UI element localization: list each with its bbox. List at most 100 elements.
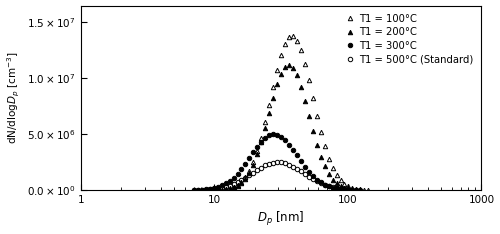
T1 = 100°C (254, 150, 260, 153)
T1 = 300°C (230, 176, 236, 179)
T1 = 200°C (274, 83, 280, 86)
T1 = 300°C (322, 183, 328, 186)
T1 = 100°C (342, 183, 347, 185)
T1 = 300°C (262, 137, 268, 139)
T1 = 100°C (242, 176, 248, 179)
T1 = 300°C (302, 165, 308, 168)
T1 = 100°C (234, 184, 240, 186)
T1 = 300°C (214, 186, 220, 188)
T1 = 100°C (306, 79, 312, 82)
T1 = 500°C (Standard) (262, 164, 268, 167)
T1 = 100°C (258, 136, 264, 139)
T1 = 500°C (Standard) (290, 165, 296, 168)
T1 = 100°C (318, 131, 324, 133)
T1 = 300°C (350, 188, 356, 191)
T1 = 500°C (Standard) (254, 168, 260, 171)
T1 = 500°C (Standard) (274, 161, 280, 164)
X-axis label: $D_p$ [nm]: $D_p$ [nm] (258, 210, 305, 228)
T1 = 100°C (294, 39, 300, 42)
T1 = 200°C (342, 186, 347, 189)
Line: T1 = 100°C: T1 = 100°C (212, 34, 370, 192)
T1 = 200°C (250, 163, 256, 166)
T1 = 200°C (338, 185, 344, 187)
T1 = 100°C (286, 36, 292, 38)
T1 = 500°C (Standard) (342, 188, 347, 190)
T1 = 100°C (314, 114, 320, 117)
T1 = 300°C (195, 188, 201, 191)
T1 = 300°C (338, 188, 344, 190)
T1 = 300°C (203, 188, 209, 191)
T1 = 500°C (Standard) (318, 182, 324, 185)
T1 = 500°C (Standard) (191, 189, 197, 191)
T1 = 200°C (262, 126, 268, 129)
T1 = 500°C (Standard) (242, 176, 248, 179)
T1 = 500°C (Standard) (246, 174, 252, 177)
T1 = 300°C (290, 148, 296, 151)
T1 = 500°C (Standard) (358, 188, 364, 191)
T1 = 500°C (Standard) (218, 186, 224, 189)
T1 = 500°C (Standard) (302, 173, 308, 176)
T1 = 300°C (270, 133, 276, 135)
T1 = 500°C (Standard) (226, 184, 232, 187)
T1 = 300°C (282, 139, 288, 141)
T1 = 500°C (Standard) (266, 162, 272, 165)
T1 = 100°C (218, 188, 224, 191)
T1 = 100°C (214, 188, 220, 191)
T1 = 300°C (342, 188, 347, 191)
T1 = 200°C (238, 181, 244, 184)
T1 = 100°C (362, 188, 368, 191)
T1 = 300°C (222, 182, 228, 185)
T1 = 500°C (Standard) (203, 188, 209, 191)
T1 = 200°C (282, 66, 288, 68)
T1 = 200°C (302, 99, 308, 102)
T1 = 100°C (350, 186, 356, 189)
T1 = 500°C (Standard) (214, 187, 220, 190)
T1 = 500°C (Standard) (294, 168, 300, 170)
T1 = 200°C (266, 111, 272, 114)
T1 = 500°C (Standard) (278, 161, 284, 164)
T1 = 200°C (294, 74, 300, 77)
T1 = 300°C (254, 145, 260, 148)
T1 = 100°C (278, 54, 284, 56)
T1 = 500°C (Standard) (222, 185, 228, 188)
T1 = 100°C (322, 145, 328, 148)
T1 = 300°C (294, 154, 300, 157)
T1 = 300°C (274, 133, 280, 136)
T1 = 300°C (250, 151, 256, 154)
Line: T1 = 300°C: T1 = 300°C (192, 132, 358, 192)
T1 = 100°C (238, 181, 244, 183)
T1 = 500°C (Standard) (314, 180, 320, 183)
T1 = 500°C (Standard) (270, 161, 276, 164)
T1 = 300°C (318, 181, 324, 184)
T1 = 200°C (222, 188, 228, 191)
T1 = 100°C (266, 103, 272, 106)
T1 = 300°C (310, 175, 316, 177)
T1 = 500°C (Standard) (250, 171, 256, 174)
T1 = 500°C (Standard) (238, 179, 244, 182)
T1 = 300°C (258, 140, 264, 143)
T1 = 300°C (211, 187, 217, 190)
T1 = 300°C (238, 168, 244, 170)
T1 = 500°C (Standard) (211, 187, 217, 190)
T1 = 300°C (199, 188, 205, 191)
T1 = 300°C (354, 189, 360, 191)
T1 = 100°C (326, 157, 332, 160)
T1 = 300°C (266, 134, 272, 137)
T1 = 200°C (234, 184, 240, 187)
T1 = 100°C (282, 42, 288, 45)
T1 = 200°C (358, 188, 364, 191)
T1 = 300°C (191, 188, 197, 191)
T1 = 200°C (254, 153, 260, 156)
T1 = 100°C (302, 62, 308, 65)
T1 = 200°C (226, 187, 232, 190)
T1 = 500°C (Standard) (330, 186, 336, 189)
T1 = 200°C (290, 66, 296, 69)
T1 = 200°C (346, 187, 352, 190)
Y-axis label: dN/dlog$D_p$ [cm$^{-3}$]: dN/dlog$D_p$ [cm$^{-3}$] (6, 51, 22, 144)
T1 = 300°C (242, 162, 248, 165)
T1 = 100°C (230, 186, 236, 188)
T1 = 200°C (322, 165, 328, 168)
T1 = 100°C (366, 188, 372, 191)
T1 = 100°C (358, 188, 364, 191)
T1 = 100°C (274, 68, 280, 71)
